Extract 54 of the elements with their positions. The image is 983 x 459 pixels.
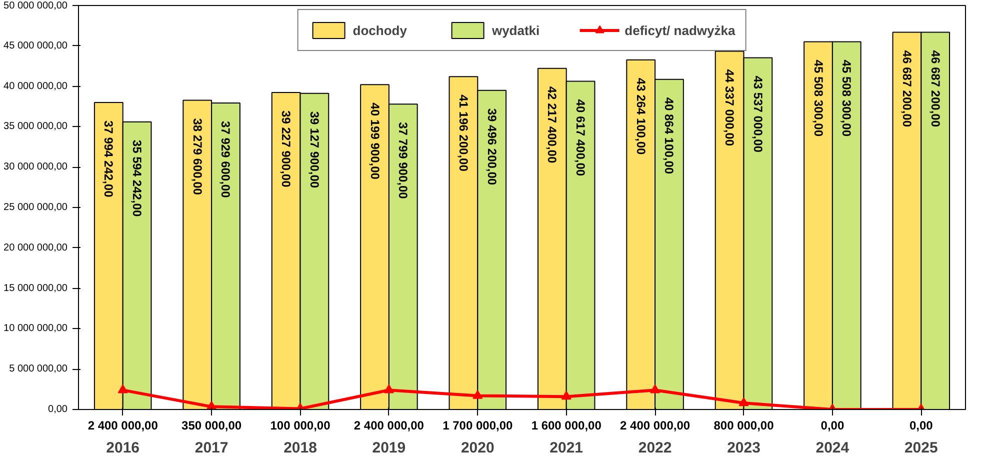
x-tick-label: 2018 [284,440,317,456]
y-tick-label: 35 000 000,00 [4,121,68,132]
data-label: 37 799 900,00 [396,122,410,200]
x-tick-label: 2020 [460,440,494,456]
data-label: 37 929 600,00 [218,121,233,198]
data-label: 46 687 200,00 [900,50,914,128]
data-label: 39 127 900,00 [307,111,322,188]
x-tick-label: 2025 [904,440,938,456]
y-tick-label: 0,00 [48,404,68,415]
data-label: 2 400 000,00 [354,418,424,432]
data-label: 40 199 900,00 [368,102,382,180]
data-label: 1 700 000,00 [442,418,514,432]
x-tick-label: 2023 [727,440,760,456]
y-tick-label: 50 000 000,00 [4,0,68,12]
data-label: 350 000,00 [182,418,242,432]
data-label: 0,00 [909,418,934,432]
data-label: 40 617 400,00 [574,99,588,176]
y-tick-label: 40 000 000,00 [4,80,68,92]
data-label: 42 217 400,00 [545,86,560,164]
data-label: 46 687 200,00 [928,50,942,128]
data-label: 35 594 242,00 [130,140,144,217]
x-tick-label: 2021 [550,440,584,456]
data-label: 43 264 100,00 [634,78,648,155]
x-tick-label: 2022 [638,440,672,456]
data-label: 44 337 000,00 [722,69,737,146]
y-tick-label: 20 000 000,00 [4,242,68,254]
y-tick-label: 15 000 000,00 [4,282,68,294]
data-label: 45 508 300,00 [840,60,854,137]
data-label: 39 496 200,00 [484,108,499,186]
data-label: 39 227 900,00 [279,110,294,188]
data-label: 0,00 [820,418,844,432]
y-tick-label: 45 000 000,00 [4,40,68,52]
legend-label: dochody [352,22,407,38]
data-label: 100 000,00 [270,418,331,432]
data-label: 41 196 200,00 [456,94,470,172]
x-tick-label: 2024 [816,440,850,456]
y-tick-label: 5 000 000,00 [9,364,68,375]
data-label: 45 508 300,00 [811,60,826,137]
x-tick-label: 2016 [106,440,140,456]
y-tick-label: 30 000 000,00 [4,162,68,173]
data-label: 37 994 242,00 [102,120,116,198]
x-tick-label: 2017 [194,440,228,456]
data-label: 2 400 000,00 [88,418,158,432]
y-tick-label: 10 000 000,00 [4,323,68,334]
legend-label: deficyt/ nadwyżka [624,22,736,38]
data-label: 43 537 000,00 [750,76,765,153]
data-label: 40 864 100,00 [662,97,676,174]
data-label: 1 600 000,00 [531,418,602,432]
x-tick-label: 2019 [372,440,406,456]
data-label: 38 279 600,00 [190,118,204,196]
data-label: 800 000,00 [714,418,774,432]
data-label: 2 400 000,00 [620,418,690,432]
y-tick-label: 25 000 000,00 [4,202,68,213]
legend-label: wydatki [492,22,540,38]
